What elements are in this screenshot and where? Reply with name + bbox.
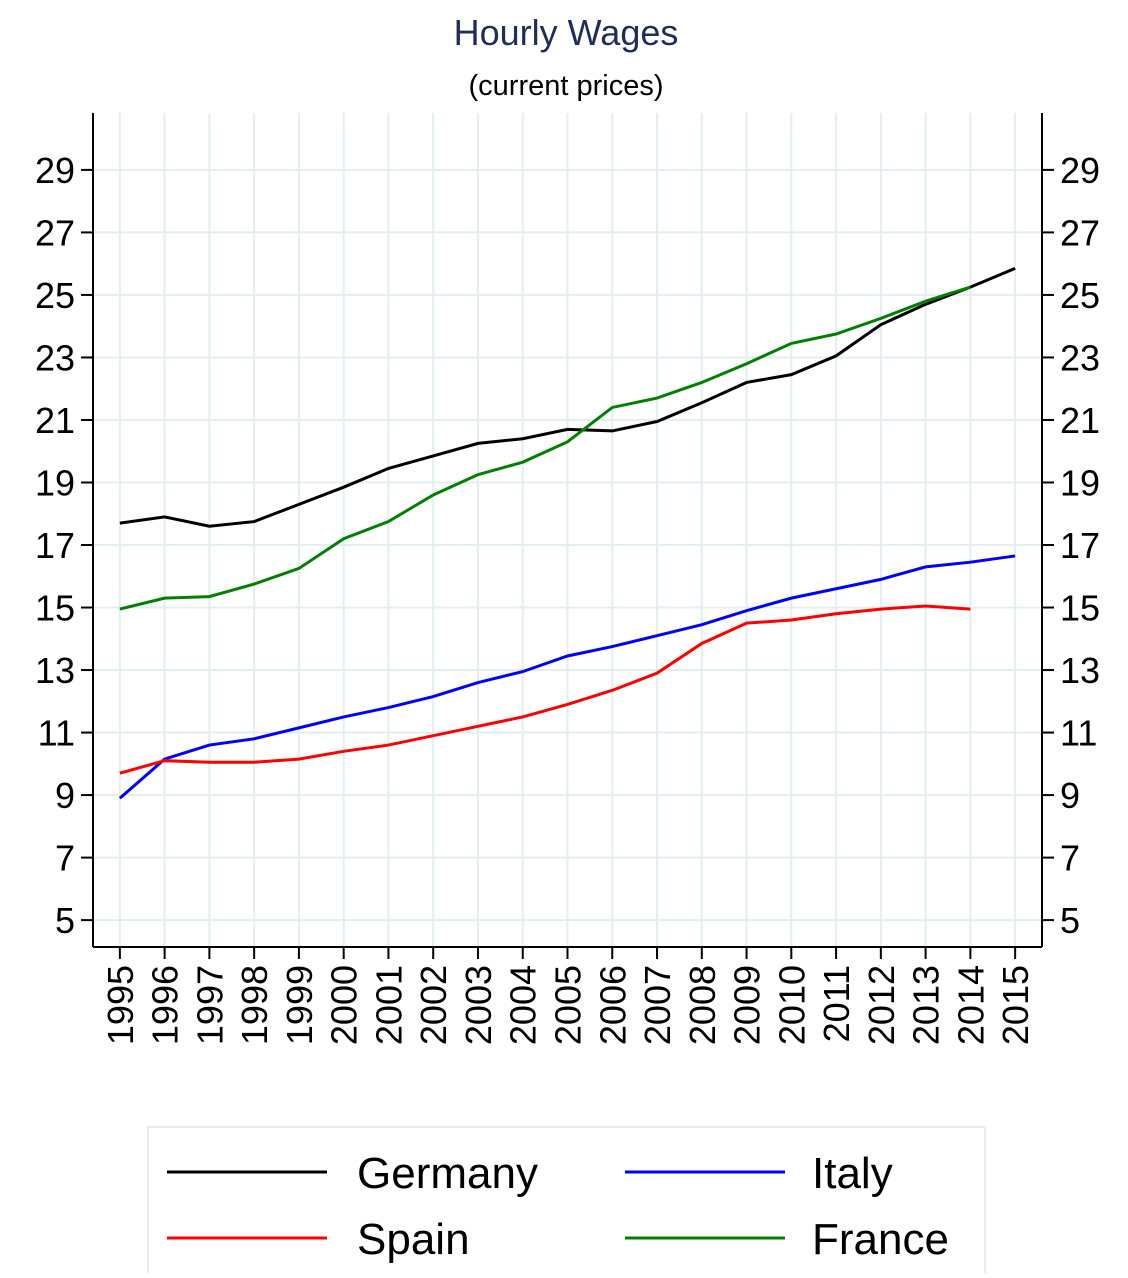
x-tick-label: 2014	[950, 965, 991, 1045]
chart-subtitle: (current prices)	[469, 70, 664, 102]
x-tick-label: 2010	[771, 965, 812, 1045]
y2-tick-label: 11	[1060, 713, 1097, 754]
y2-tick-label: 21	[1060, 400, 1100, 441]
x-tick-label: 2002	[413, 965, 454, 1045]
x-tick-label: 2015	[995, 965, 1036, 1045]
y2-tick-label: 9	[1060, 775, 1080, 816]
y2-tick-label: 17	[1060, 525, 1100, 566]
x-tick-label: 2013	[906, 965, 947, 1045]
y-tick-label: 21	[35, 400, 75, 441]
y-tick-label: 27	[35, 212, 75, 253]
y2-tick-label: 5	[1060, 900, 1080, 941]
legend-label: Spain	[357, 1215, 470, 1264]
y2-tick-label: 7	[1060, 838, 1080, 879]
series-line	[118, 554, 1016, 800]
series-line	[119, 285, 971, 611]
x-tick-label: 2011	[816, 965, 857, 1042]
x-tick-label: 1996	[145, 965, 186, 1045]
y-tick-label: 23	[35, 337, 75, 378]
x-tick-label: 2005	[548, 965, 589, 1045]
y-tick-label: 13	[35, 650, 75, 691]
x-tick-label: 1995	[100, 965, 141, 1045]
y2-tick-label: 25	[1060, 275, 1100, 316]
y2-tick-label: 19	[1060, 462, 1100, 503]
y-tick-label: 17	[35, 525, 75, 566]
x-tick-label: 2012	[861, 965, 902, 1045]
y-tick-label: 29	[35, 150, 75, 191]
series-line	[119, 604, 971, 775]
x-tick-label: 2006	[592, 965, 633, 1045]
x-tick-label: 2009	[727, 965, 768, 1045]
y2-tick-label: 15	[1060, 588, 1100, 629]
y2-tick-label: 23	[1060, 337, 1100, 378]
x-tick-label: 1999	[279, 965, 320, 1045]
x-tick-label: 2008	[682, 965, 723, 1045]
x-tick-label: 1997	[189, 965, 230, 1045]
x-tick-label: 2003	[458, 965, 499, 1045]
x-tick-label: 2007	[637, 965, 678, 1045]
legend-label: Germany	[357, 1149, 538, 1198]
legend-box	[147, 1126, 986, 1278]
y2-tick-label: 13	[1060, 650, 1100, 691]
x-tick-label: 2000	[324, 965, 365, 1045]
y-tick-label: 7	[55, 838, 75, 879]
chart-title: Hourly Wages	[454, 12, 679, 53]
y-tick-label: 11	[38, 713, 75, 754]
legend-label: Italy	[812, 1149, 893, 1198]
y-tick-label: 19	[35, 462, 75, 503]
y-tick-label: 9	[55, 775, 75, 816]
y-tick-label: 5	[55, 900, 75, 941]
x-tick-label: 1998	[234, 965, 275, 1045]
y2-tick-label: 29	[1060, 150, 1100, 191]
y-tick-label: 25	[35, 275, 75, 316]
x-tick-label: 2001	[368, 965, 409, 1045]
series-line	[119, 266, 1016, 528]
y2-tick-label: 27	[1060, 212, 1100, 253]
legend-label: France	[812, 1215, 949, 1264]
y-tick-label: 15	[35, 588, 75, 629]
x-tick-label: 2004	[503, 965, 544, 1045]
